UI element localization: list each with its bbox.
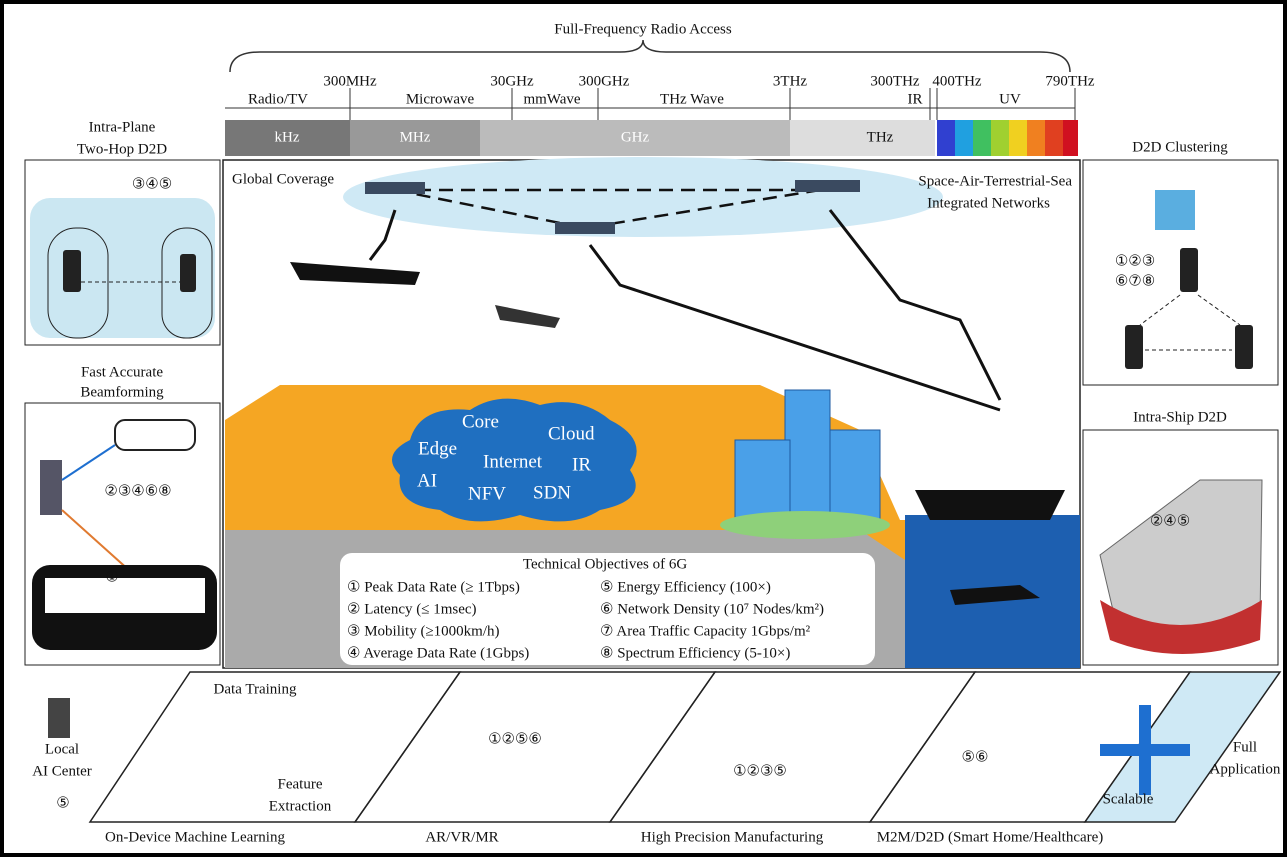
objectives-title: Technical Objectives of 6G bbox=[523, 556, 687, 572]
full-application: Full bbox=[1233, 739, 1257, 755]
freq: 300THz bbox=[870, 73, 919, 89]
band: mmWave bbox=[523, 91, 580, 107]
segment-label: THz bbox=[867, 129, 894, 145]
band: THz Wave bbox=[660, 91, 724, 107]
app-label: High Precision Manufacturing bbox=[641, 829, 824, 845]
panel-title: Two-Hop D2D bbox=[77, 141, 167, 157]
freq: 300GHz bbox=[579, 73, 630, 89]
cloud-label: AI bbox=[417, 470, 437, 491]
segment-label: MHz bbox=[400, 129, 431, 145]
phone bbox=[180, 254, 196, 292]
tower bbox=[48, 698, 70, 738]
data-training: Data Training bbox=[214, 681, 297, 697]
freq: 3THz bbox=[773, 73, 807, 89]
segment-label: GHz bbox=[621, 129, 650, 145]
phone bbox=[1235, 325, 1253, 369]
local-ai: Local bbox=[45, 741, 79, 757]
app-label: AR/VR/MR bbox=[425, 829, 498, 845]
grass bbox=[720, 511, 890, 539]
objectives: ⑤⑥ bbox=[962, 749, 989, 765]
objective: ⑦ Area Traffic Capacity 1Gbps/m² bbox=[600, 623, 811, 639]
band: Microwave bbox=[406, 91, 475, 107]
objectives: ②④⑤ bbox=[1150, 513, 1190, 529]
building bbox=[1155, 190, 1195, 230]
objectives: ②③④⑥⑧ bbox=[104, 483, 171, 499]
phone bbox=[63, 250, 81, 292]
objective: ② Latency (≤ 1msec) bbox=[347, 601, 477, 617]
objective: ④ Average Data Rate (1Gbps) bbox=[347, 645, 529, 661]
panel-title: D2D Clustering bbox=[1132, 139, 1228, 155]
band: UV bbox=[999, 91, 1021, 107]
band: IR bbox=[908, 91, 923, 107]
freq: 30GHz bbox=[490, 73, 534, 89]
objective: ③ Mobility (≥1000km/h) bbox=[347, 623, 500, 639]
panel-title: Intra-Ship D2D bbox=[1133, 409, 1227, 425]
objective: ⑤ Energy Efficiency (100×) bbox=[600, 579, 771, 595]
phone bbox=[1180, 248, 1198, 292]
segment bbox=[790, 120, 935, 156]
cloud-label: Core bbox=[462, 411, 499, 432]
objectives: ⑥⑦⑧ bbox=[1115, 273, 1155, 289]
uv-rainbow bbox=[937, 120, 1078, 156]
cloud-label: Edge bbox=[418, 438, 457, 459]
objective: ⑥ Network Density (10⁷ Nodes/km²) bbox=[600, 601, 824, 617]
scalable: Scalable bbox=[1103, 791, 1154, 807]
panel-title: Beamforming bbox=[80, 384, 164, 400]
cloud-label: Internet bbox=[483, 451, 543, 472]
objective: ① Peak Data Rate (≥ 1Tbps) bbox=[347, 579, 520, 595]
ship bbox=[915, 490, 1065, 520]
freq: 400THz bbox=[932, 73, 981, 89]
objectives: ③④⑤ bbox=[132, 176, 172, 192]
feature: Feature bbox=[278, 776, 323, 792]
spectrum-title: Full-Frequency Radio Access bbox=[554, 21, 732, 37]
freq: 790THz bbox=[1045, 73, 1094, 89]
freq: 300MHz bbox=[323, 73, 377, 89]
segment-label: kHz bbox=[275, 129, 300, 145]
band: Radio/TV bbox=[248, 91, 308, 107]
cloud-label: SDN bbox=[533, 482, 571, 503]
phone bbox=[1125, 325, 1143, 369]
antenna bbox=[40, 460, 62, 515]
global-coverage: Global Coverage bbox=[232, 171, 334, 187]
space-layer bbox=[343, 157, 943, 237]
panel-title: Intra-Plane bbox=[89, 119, 156, 135]
objectives: ①②⑤⑥ bbox=[488, 731, 542, 747]
network-label: Space-Air-Terrestrial-Sea bbox=[918, 173, 1072, 189]
feature: Extraction bbox=[269, 798, 332, 814]
objective: ⑧ Spectrum Efficiency (5-10×) bbox=[600, 645, 790, 661]
app-label: On-Device Machine Learning bbox=[105, 829, 285, 845]
objectives: ⑤ bbox=[56, 795, 69, 811]
cloud-label: IR bbox=[572, 454, 591, 475]
objectives: ①②③ bbox=[1115, 253, 1155, 269]
full-application: Application bbox=[1210, 761, 1281, 777]
objectives: ①②③⑤ bbox=[733, 763, 787, 779]
bus-window bbox=[45, 578, 205, 613]
cloud-label: NFV bbox=[468, 483, 506, 504]
network-label: Integrated Networks bbox=[927, 195, 1050, 211]
panel-title: Fast Accurate bbox=[81, 364, 163, 380]
local-ai: AI Center bbox=[32, 763, 92, 779]
objectives: ① bbox=[105, 569, 118, 585]
cloud-label: Cloud bbox=[548, 423, 595, 444]
app-label: M2M/D2D (Smart Home/Healthcare) bbox=[877, 829, 1104, 845]
diagram: Full-Frequency Radio Access 300MHz 30GHz… bbox=[0, 0, 1287, 857]
